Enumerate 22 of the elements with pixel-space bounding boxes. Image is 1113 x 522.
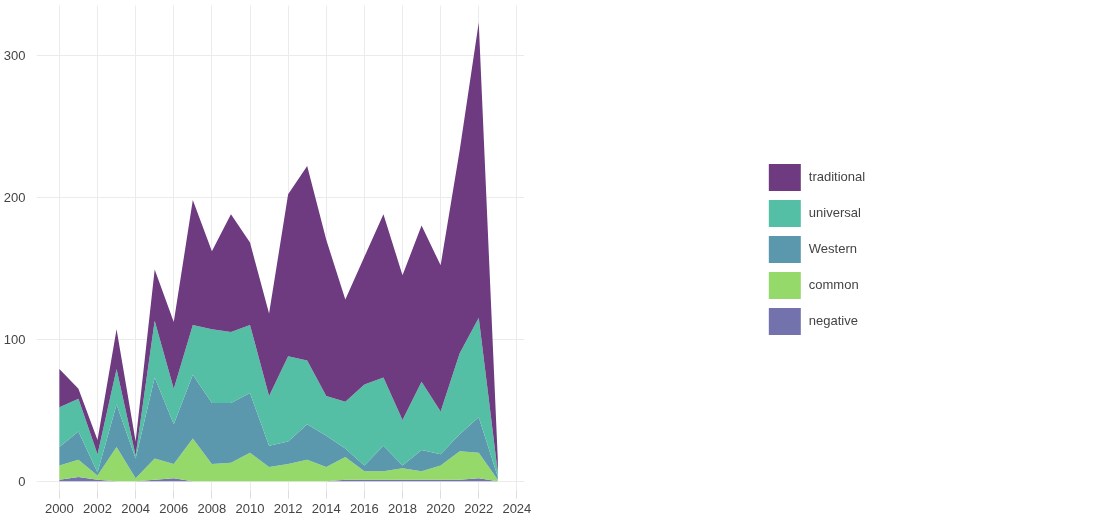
x-tick-label: 2024 — [502, 500, 532, 516]
x-tick-label: 2004 — [121, 500, 151, 516]
x-tick-label: 2020 — [426, 500, 456, 516]
x-tick-label: 2012 — [273, 500, 303, 516]
x-tick-label: 2000 — [44, 500, 74, 516]
x-tick-label: 2018 — [388, 500, 417, 516]
x-tick-label: 2022 — [464, 500, 494, 516]
x-tick-label: 2014 — [311, 500, 341, 516]
y-tick-label: 0 — [18, 473, 26, 489]
legend-label: common — [808, 277, 859, 292]
y-tick-label: 300 — [3, 47, 26, 63]
x-tick-label: 2006 — [159, 500, 189, 516]
legend-label: traditional — [808, 169, 866, 184]
x-tick-label: 2008 — [197, 500, 227, 516]
legend-label: Western — [808, 241, 857, 256]
x-tick-label: 2010 — [235, 500, 265, 516]
legend-label: universal — [808, 205, 861, 220]
y-tick-label: 200 — [3, 189, 26, 205]
legend-label: negative — [808, 313, 858, 328]
y-tick-label: 100 — [3, 331, 26, 347]
x-tick-label: 2016 — [349, 500, 379, 516]
x-tick-label: 2002 — [83, 500, 112, 516]
